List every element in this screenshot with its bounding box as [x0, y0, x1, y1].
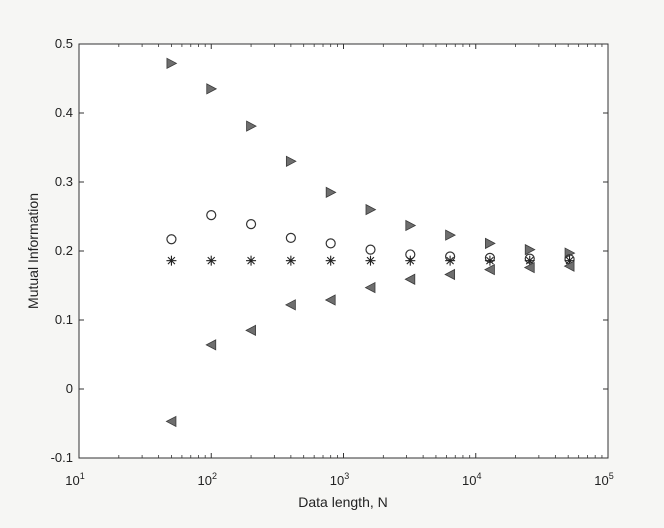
- y-tick-label-5: 0.4: [55, 105, 73, 120]
- y-axis-label: Mutual Information: [25, 193, 41, 309]
- x-tick-label-exp-3: 4: [476, 471, 481, 481]
- point-triangle-left-0: [165, 415, 177, 428]
- x-tick-label-exp-0: 1: [80, 471, 85, 481]
- point-triangle-left-1: [205, 339, 217, 351]
- plot-area: [79, 44, 608, 458]
- point-triangle-left-5: [364, 281, 376, 294]
- x-tick-label-base-4: 10: [594, 473, 608, 488]
- data-marks: [165, 57, 576, 428]
- point-triangle-right-7: [445, 229, 456, 241]
- x-axis-label: Data length, N: [298, 494, 388, 510]
- point-circle-2: [245, 218, 257, 230]
- point-asterisk-2: [246, 255, 257, 266]
- y-tick-label-1: 0: [66, 381, 73, 396]
- x-tick-label-exp-2: 3: [344, 471, 349, 481]
- point-triangle-left-6: [404, 273, 416, 285]
- point-asterisk-9: [524, 255, 535, 266]
- point-triangle-right-5: [365, 203, 377, 216]
- point-asterisk-5: [365, 255, 376, 266]
- point-asterisk-8: [484, 255, 495, 266]
- x-tick-label-exp-4: 5: [609, 471, 614, 481]
- y-tick-label-6: 0.5: [55, 36, 73, 51]
- x-tick-label-base-2: 10: [330, 473, 344, 488]
- x-tick-label-base-1: 10: [198, 473, 212, 488]
- point-circle-3: [285, 232, 296, 243]
- point-triangle-left-7: [444, 268, 456, 281]
- point-triangle-left-9: [523, 261, 535, 274]
- point-triangle-right-4: [325, 186, 337, 199]
- point-triangle-left-2: [245, 324, 256, 337]
- point-triangle-left-3: [285, 299, 296, 311]
- point-asterisk-4: [325, 255, 336, 266]
- point-circle-5: [365, 244, 376, 255]
- y-tick-label-2: 0.1: [55, 312, 73, 327]
- plot-frame: [78, 43, 609, 459]
- point-asterisk-0: [166, 255, 177, 266]
- point-triangle-left-4: [324, 294, 336, 306]
- x-tick-label-2: 103: [330, 471, 349, 488]
- point-circle-4: [325, 238, 336, 249]
- point-asterisk-6: [405, 255, 416, 266]
- point-triangle-right-6: [405, 219, 417, 232]
- point-triangle-left-8: [484, 263, 495, 276]
- point-asterisk-7: [445, 255, 456, 266]
- x-tick-label-base-0: 10: [65, 473, 79, 488]
- point-asterisk-3: [285, 255, 296, 266]
- x-tick-label-base-3: 10: [462, 473, 476, 488]
- y-tick-label-4: 0.3: [55, 174, 73, 189]
- point-triangle-right-0: [166, 57, 178, 69]
- x-tick-label-0: 101: [65, 471, 84, 488]
- point-triangle-right-1: [206, 83, 218, 95]
- point-circle-0: [166, 234, 177, 245]
- x-tick-label-1: 102: [198, 471, 217, 488]
- y-tick-label-0: -0.1: [51, 450, 73, 465]
- x-tick-label-exp-1: 2: [212, 471, 217, 481]
- x-tick-label-4: 105: [594, 471, 613, 488]
- point-triangle-right-3: [285, 155, 297, 167]
- point-triangle-right-8: [485, 237, 496, 250]
- point-triangle-left-10: [563, 260, 575, 272]
- x-tick-label-3: 104: [462, 471, 481, 488]
- point-asterisk-1: [206, 255, 217, 266]
- point-triangle-right-9: [524, 243, 536, 256]
- point-triangle-right-2: [246, 120, 257, 132]
- y-tick-label-3: 0.2: [55, 243, 73, 258]
- point-circle-1: [206, 210, 217, 221]
